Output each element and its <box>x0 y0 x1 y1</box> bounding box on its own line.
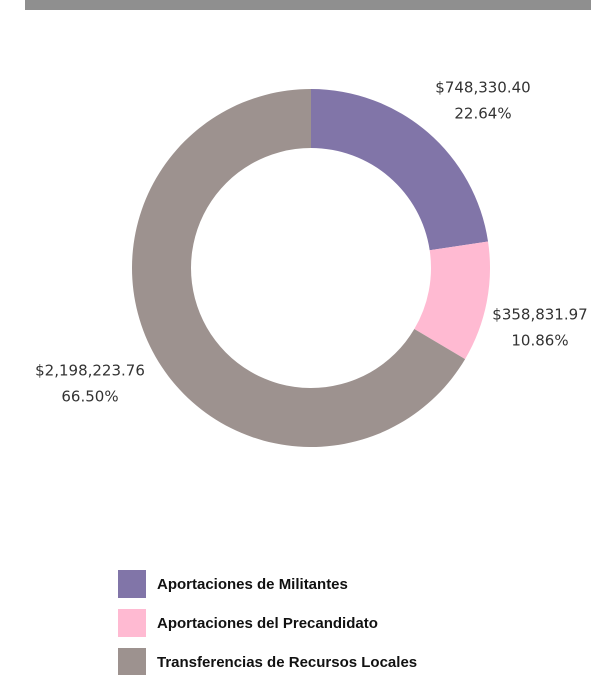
legend-label: Transferencias de Recursos Locales <box>157 654 417 671</box>
legend-label: Aportaciones de Militantes <box>157 576 348 593</box>
legend-label: Aportaciones del Precandidato <box>157 615 378 632</box>
legend-swatch <box>118 609 146 637</box>
percent-label: 66.50% <box>61 388 118 406</box>
top-bar <box>25 0 591 10</box>
value-label: $358,831.97 <box>492 306 587 324</box>
value-label: $2,198,223.76 <box>35 362 145 380</box>
percent-label: 22.64% <box>454 105 511 123</box>
donut-slice <box>311 89 489 251</box>
donut-slice <box>131 89 466 447</box>
donut-slice <box>414 241 490 360</box>
legend-swatch <box>118 648 146 675</box>
legend-swatch <box>118 570 146 598</box>
value-label: $748,330.40 <box>435 79 530 97</box>
percent-label: 10.86% <box>511 332 568 350</box>
